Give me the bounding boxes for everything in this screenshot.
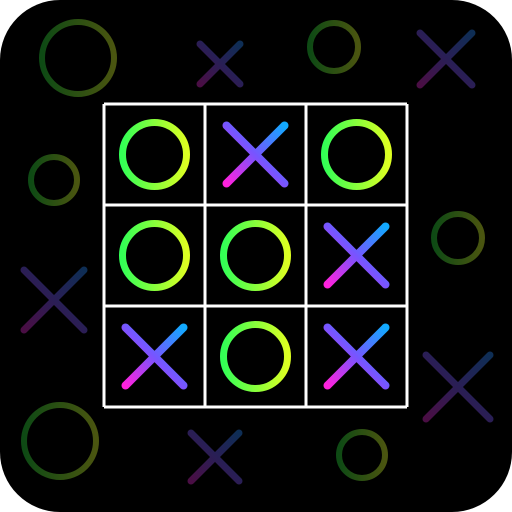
x-mark-icon	[121, 323, 188, 390]
background-decorations	[20, 19, 494, 485]
x-mark-icon	[323, 222, 390, 289]
cross-icon	[20, 266, 88, 334]
ring-icon	[307, 20, 361, 74]
ring-icon	[21, 402, 99, 480]
board-marks	[119, 119, 392, 392]
ring-icon	[28, 154, 80, 206]
cross-icon	[416, 29, 476, 89]
cross-icon	[196, 40, 244, 88]
o-mark-icon	[321, 119, 392, 190]
ring-icon	[431, 211, 485, 265]
x-mark-icon	[323, 323, 390, 390]
cross-icon	[187, 429, 243, 485]
o-mark-icon	[220, 321, 291, 392]
x-mark-icon	[222, 121, 289, 188]
o-mark-icon	[119, 119, 190, 190]
ring-icon	[336, 429, 388, 481]
o-mark-icon	[220, 220, 291, 291]
cross-icon	[422, 351, 494, 423]
ring-icon	[39, 19, 117, 97]
o-mark-icon	[119, 220, 190, 291]
board-grid	[102, 102, 409, 409]
